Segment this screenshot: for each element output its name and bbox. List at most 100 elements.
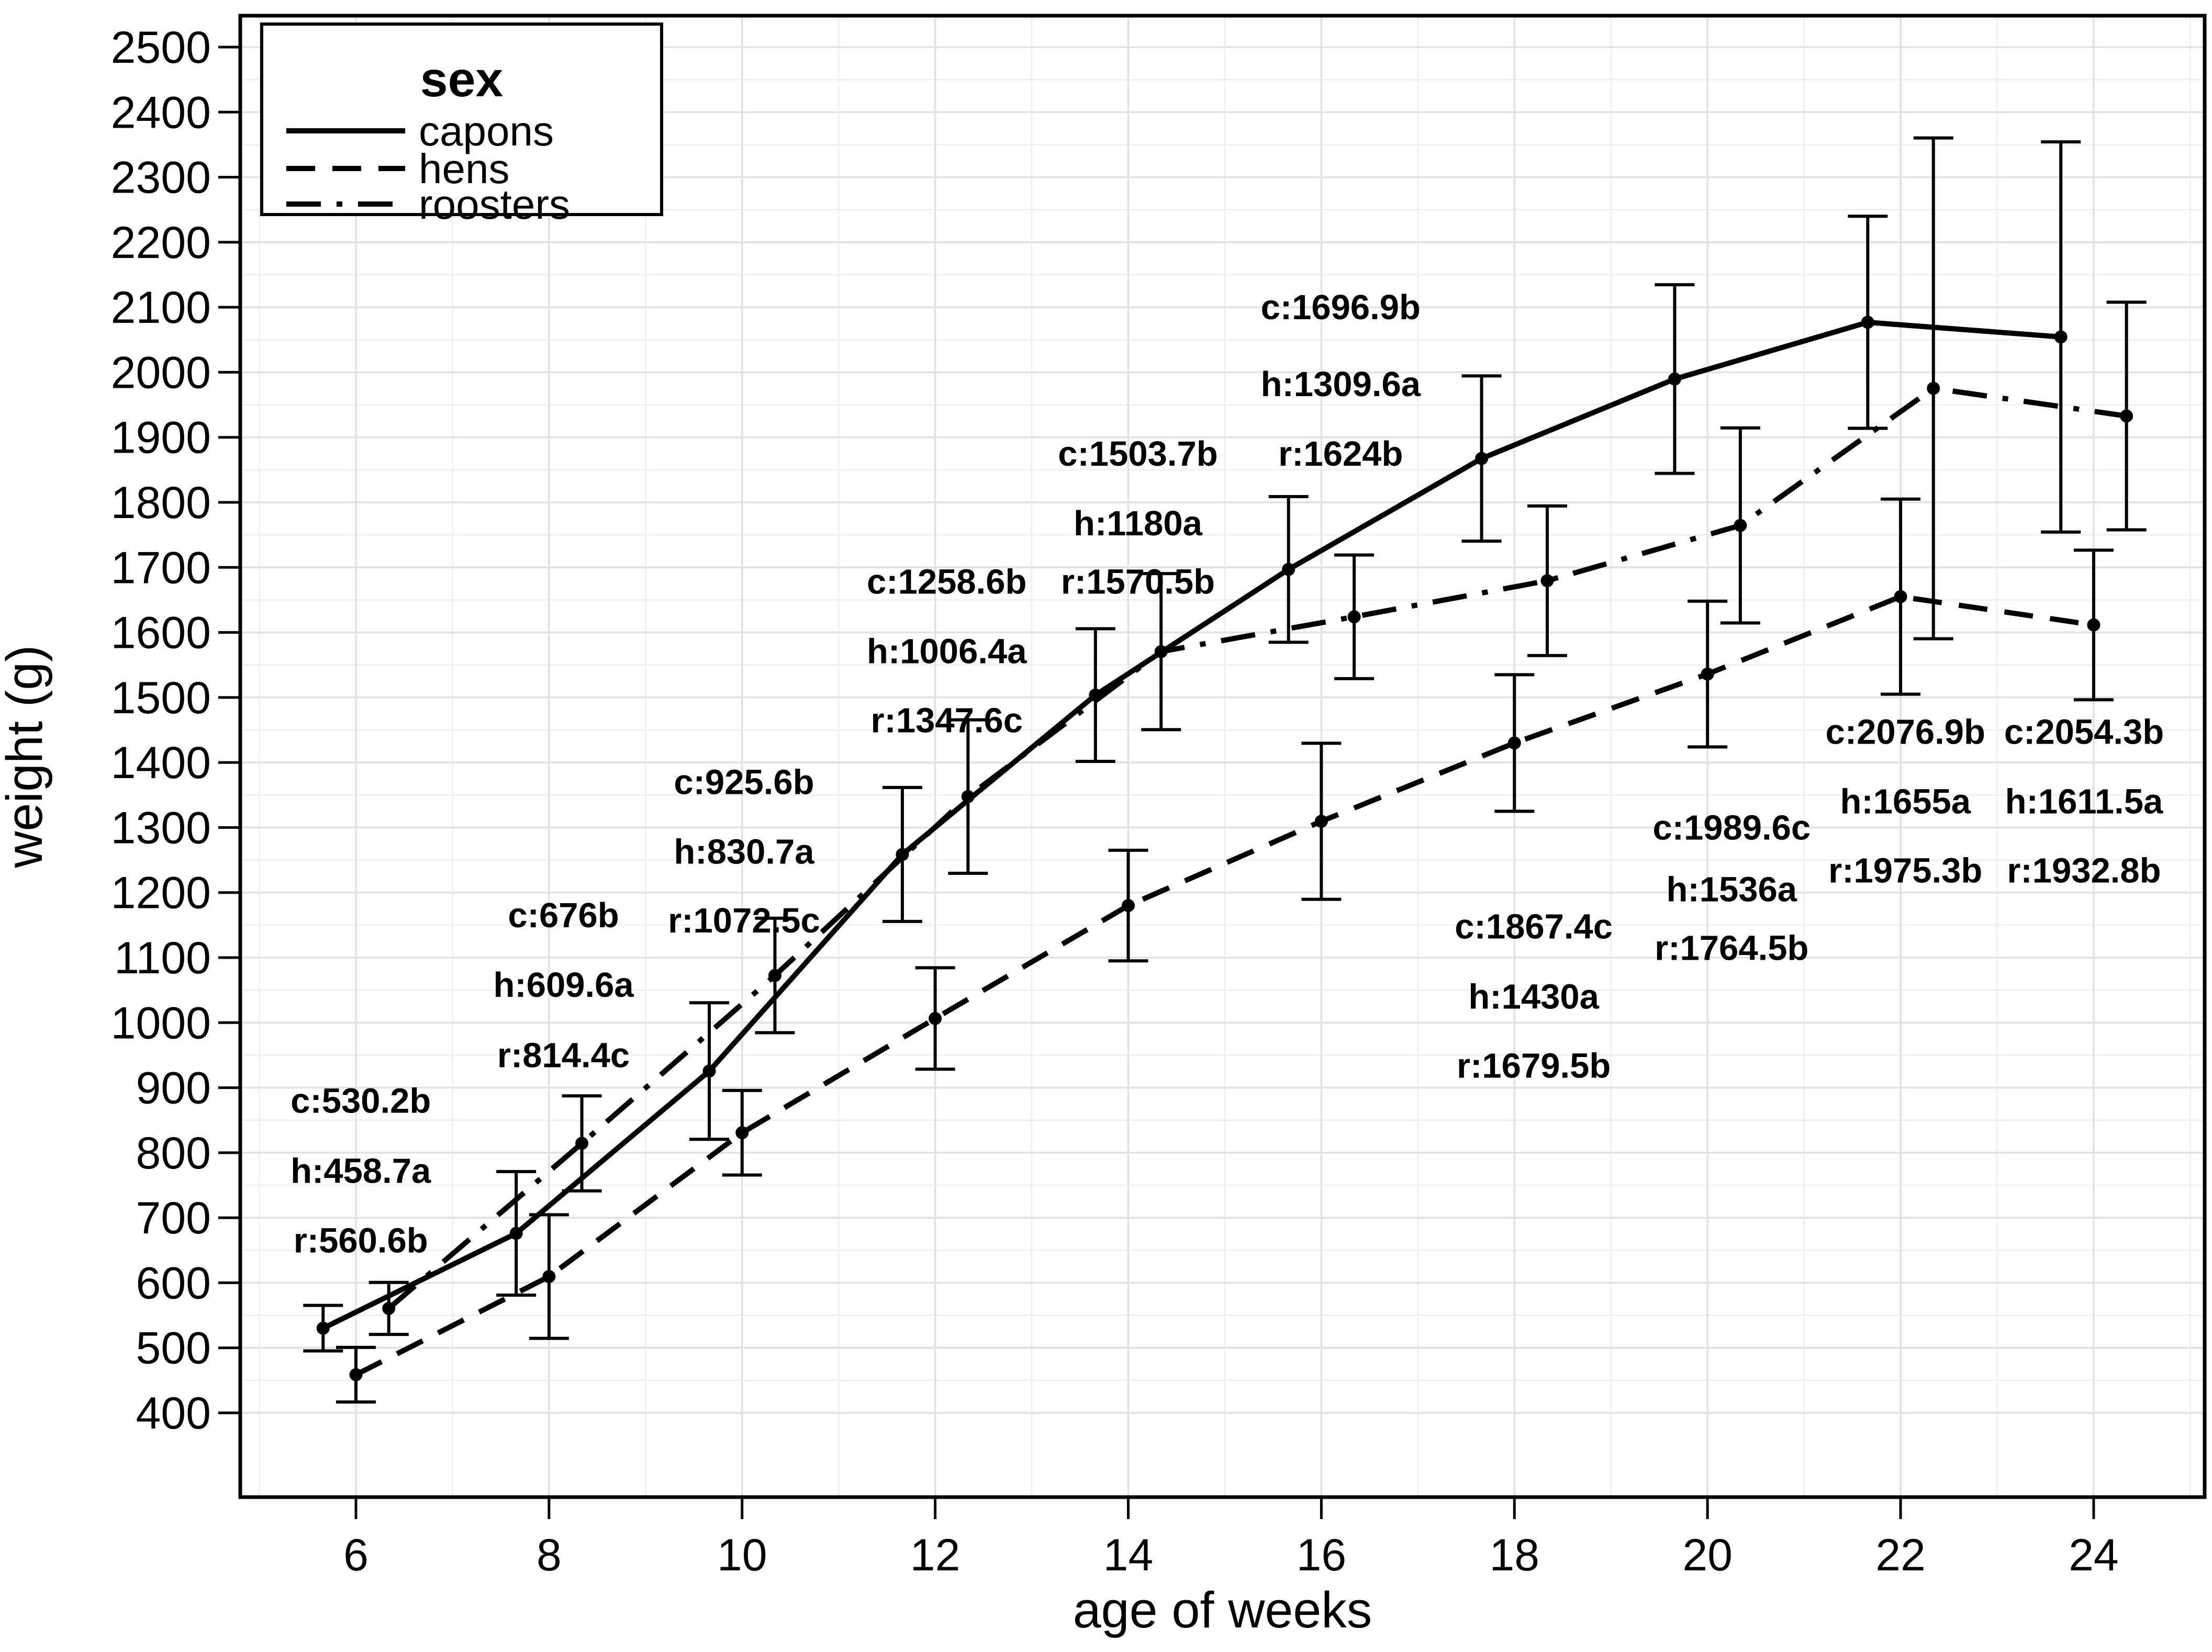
- mean-label: h:1430a: [1468, 977, 1599, 1017]
- svg-text:10: 10: [717, 1530, 767, 1580]
- svg-text:14: 14: [1103, 1530, 1154, 1580]
- mean-labels: c:530.2b h:458.7a r:560.6b c:676b h:609.6a r:…: [291, 288, 2164, 1261]
- mean-label: h:1180a: [1074, 504, 1203, 543]
- svg-text:900: 900: [136, 1063, 211, 1114]
- grid-minor: [240, 16, 2205, 1497]
- svg-text:2000: 2000: [111, 347, 211, 398]
- labels-week-16: c:1696.9b h:1309.6a r:1624b: [1261, 288, 1421, 474]
- line-hens: [354, 594, 2094, 1377]
- mean-label: c:1258.6b: [867, 563, 1026, 602]
- svg-text:1200: 1200: [111, 868, 211, 918]
- line-capons: [322, 319, 2061, 1331]
- mean-label: r:1624b: [1278, 434, 1403, 474]
- mean-label: r:1072.5c: [668, 901, 820, 940]
- x-axis-title: age of weeks: [1073, 1581, 1372, 1638]
- svg-text:600: 600: [136, 1258, 211, 1308]
- svg-text:500: 500: [136, 1323, 211, 1374]
- grid-major: [240, 16, 2205, 1497]
- mean-label: r:1347.6c: [870, 701, 1023, 740]
- mean-label: c:676b: [508, 896, 619, 935]
- svg-text:1000: 1000: [111, 998, 211, 1048]
- y-axis-title: weight (g): [0, 645, 53, 869]
- svg-text:1100: 1100: [114, 933, 211, 983]
- labels-week-20: c:1989.6c h:1536a r:1764.5b: [1652, 808, 1811, 968]
- labels-week-12: c:1258.6b h:1006.4a r:1347.6c: [867, 563, 1027, 740]
- labels-week-14: c:1503.7b h:1180a r:1570.5b: [1058, 434, 1217, 602]
- legend-label: hens: [419, 145, 509, 192]
- svg-text:2300: 2300: [111, 153, 211, 203]
- svg-text:800: 800: [136, 1128, 211, 1178]
- legend-entry-roosters: roosters: [286, 181, 570, 228]
- x-axis-tick-labels: 6 8 10 12 14 16 18 20 22 24: [343, 1530, 2119, 1580]
- axis-ticks: [218, 46, 2095, 1519]
- mean-label: h:458.7a: [291, 1152, 431, 1191]
- legend-label: roosters: [419, 181, 570, 228]
- mean-label: h:609.6a: [493, 965, 634, 1005]
- labels-week-22: c:2076.9b h:1655a r:1975.3b: [1826, 713, 1985, 891]
- svg-text:6: 6: [343, 1530, 368, 1580]
- svg-text:8: 8: [537, 1530, 562, 1580]
- mean-label: h:1006.4a: [867, 632, 1027, 671]
- panel-border: [238, 14, 2207, 1499]
- series-hens: [336, 497, 2114, 1404]
- series-capons: [303, 140, 2081, 1353]
- labels-week-10: c:925.6b h:830.7a r:1072.5c: [668, 762, 820, 940]
- mean-label: c:1989.6c: [1652, 808, 1811, 847]
- legend-box: [260, 23, 663, 216]
- svg-text:2200: 2200: [111, 218, 211, 268]
- mean-label: c:530.2b: [291, 1081, 431, 1120]
- mean-label: h:1655a: [1840, 782, 1971, 822]
- legend-label: capons: [419, 108, 554, 154]
- svg-text:1400: 1400: [111, 738, 211, 788]
- svg-text:400: 400: [136, 1388, 211, 1439]
- labels-week-8: c:676b h:609.6a r:814.4c: [493, 896, 634, 1075]
- points-capons: [316, 316, 2068, 1335]
- mean-label: r:560.6b: [294, 1221, 428, 1261]
- svg-text:1700: 1700: [111, 543, 211, 593]
- plot-panel: [240, 16, 2205, 1497]
- mean-label: h:1611.5a: [2005, 782, 2163, 822]
- mean-label: r:814.4c: [497, 1036, 630, 1075]
- mean-label: r:1570.5b: [1061, 563, 1215, 602]
- mean-label: r:1764.5b: [1655, 928, 1808, 968]
- svg-text:2100: 2100: [111, 283, 211, 333]
- mean-label: h:1309.6a: [1261, 365, 1421, 404]
- mean-label: h:830.7a: [674, 832, 814, 871]
- svg-text:22: 22: [1875, 1530, 1926, 1580]
- svg-text:20: 20: [1682, 1530, 1733, 1580]
- labels-week-18: c:1867.4c h:1430a r:1679.5b: [1455, 907, 1613, 1085]
- svg-text:2500: 2500: [111, 23, 211, 73]
- mean-label: c:2054.3b: [2004, 713, 2164, 752]
- mean-label: r:1679.5b: [1457, 1046, 1611, 1085]
- svg-text:1500: 1500: [111, 673, 211, 723]
- svg-text:18: 18: [1489, 1530, 1539, 1580]
- svg-text:1600: 1600: [111, 608, 211, 658]
- points-hens: [349, 590, 2101, 1381]
- svg-text:12: 12: [910, 1530, 960, 1580]
- labels-week-6: c:530.2b h:458.7a r:560.6b: [291, 1081, 431, 1260]
- labels-week-24: c:2054.3b h:1611.5a r:1932.8b: [2004, 713, 2164, 891]
- svg-text:1900: 1900: [111, 413, 211, 463]
- svg-text:2400: 2400: [111, 87, 211, 138]
- series-roosters: [368, 136, 2147, 1336]
- legend-title: sex: [420, 52, 504, 107]
- svg-text:16: 16: [1297, 1530, 1347, 1580]
- mean-label: c:925.6b: [674, 762, 814, 802]
- mean-label: c:1867.4c: [1455, 907, 1613, 946]
- y-axis-tick-labels: 400 500 600 700 800 900 1000 1100 1200 1300 1400 15…: [111, 23, 211, 1439]
- mean-label: c:2076.9b: [1826, 713, 1985, 752]
- points-roosters: [382, 381, 2133, 1315]
- legend-entry-capons: capons: [286, 108, 554, 154]
- svg-text:700: 700: [136, 1193, 211, 1243]
- line-roosters: [387, 385, 2127, 1311]
- mean-label: r:1932.8b: [2007, 851, 2161, 890]
- svg-text:1300: 1300: [111, 803, 211, 853]
- legend-entry-hens: hens: [286, 145, 509, 192]
- mean-label: c:1696.9b: [1261, 288, 1421, 327]
- mean-label: r:1975.3b: [1828, 851, 1982, 890]
- svg-text:1800: 1800: [111, 478, 211, 528]
- svg-text:24: 24: [2069, 1530, 2119, 1580]
